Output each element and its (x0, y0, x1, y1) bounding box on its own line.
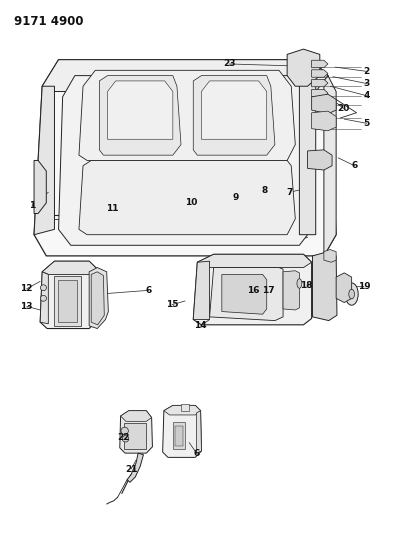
Polygon shape (79, 70, 296, 160)
Polygon shape (34, 86, 55, 235)
Text: 9171 4900: 9171 4900 (14, 14, 83, 28)
Text: 4: 4 (364, 91, 370, 100)
Polygon shape (34, 60, 336, 256)
Bar (173, 422, 185, 449)
Ellipse shape (349, 289, 355, 299)
Polygon shape (34, 160, 46, 214)
Bar (181, 405, 189, 411)
Polygon shape (197, 254, 312, 268)
Polygon shape (312, 70, 328, 77)
Polygon shape (312, 60, 328, 68)
Polygon shape (42, 60, 328, 92)
Text: 6: 6 (145, 286, 152, 295)
Text: 20: 20 (337, 104, 350, 113)
Polygon shape (324, 76, 336, 256)
Ellipse shape (40, 295, 46, 301)
Text: 11: 11 (106, 204, 119, 213)
Text: 21: 21 (125, 465, 137, 473)
Polygon shape (40, 261, 97, 328)
Text: 9: 9 (233, 193, 239, 202)
Polygon shape (193, 254, 312, 325)
Ellipse shape (297, 279, 302, 288)
Polygon shape (108, 81, 173, 139)
Polygon shape (42, 261, 97, 274)
Text: 12: 12 (21, 284, 33, 293)
Text: 18: 18 (300, 280, 313, 289)
Text: 13: 13 (21, 302, 33, 311)
Polygon shape (120, 411, 152, 421)
Bar (124, 423, 146, 449)
Ellipse shape (121, 427, 128, 434)
Polygon shape (164, 406, 201, 415)
Polygon shape (210, 268, 283, 320)
Text: 15: 15 (166, 300, 178, 309)
Polygon shape (91, 272, 104, 325)
Bar (58, 280, 77, 322)
Polygon shape (120, 411, 152, 453)
Text: 5: 5 (364, 119, 370, 128)
Polygon shape (336, 273, 352, 303)
Ellipse shape (345, 283, 358, 305)
Polygon shape (222, 274, 267, 314)
Text: 2: 2 (364, 67, 370, 76)
Polygon shape (312, 252, 337, 320)
Polygon shape (287, 49, 320, 86)
Text: 19: 19 (358, 282, 370, 291)
Ellipse shape (40, 285, 46, 290)
Ellipse shape (122, 435, 129, 442)
Polygon shape (312, 90, 328, 97)
Text: 22: 22 (117, 433, 129, 442)
Polygon shape (283, 271, 299, 310)
Polygon shape (193, 261, 210, 319)
Polygon shape (201, 81, 267, 139)
Polygon shape (312, 79, 328, 87)
Polygon shape (163, 406, 201, 457)
Polygon shape (127, 453, 143, 482)
Polygon shape (99, 76, 181, 155)
Polygon shape (312, 94, 336, 114)
Text: 3: 3 (364, 79, 370, 88)
Polygon shape (79, 160, 296, 235)
Polygon shape (193, 76, 275, 155)
Polygon shape (312, 111, 336, 131)
Text: 23: 23 (223, 60, 236, 68)
Text: 17: 17 (263, 286, 275, 295)
Text: 10: 10 (185, 198, 197, 207)
Polygon shape (58, 76, 312, 245)
Polygon shape (40, 272, 48, 324)
Text: 6: 6 (351, 161, 358, 170)
Text: 14: 14 (194, 321, 207, 330)
Bar (175, 425, 183, 446)
Text: 7: 7 (286, 188, 292, 197)
Polygon shape (196, 411, 201, 453)
Polygon shape (299, 60, 316, 235)
Polygon shape (89, 268, 109, 328)
Text: 16: 16 (247, 286, 260, 295)
Text: 1: 1 (29, 201, 35, 210)
Text: 6: 6 (194, 449, 200, 458)
Polygon shape (324, 249, 336, 262)
Text: 8: 8 (261, 186, 268, 195)
Bar (55, 276, 81, 326)
Polygon shape (307, 150, 332, 170)
